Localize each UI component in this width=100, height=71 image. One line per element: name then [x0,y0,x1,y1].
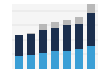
Bar [75,24,83,49]
Bar [87,3,95,13]
Bar [27,33,35,34]
Bar [15,36,23,56]
Bar [51,27,59,51]
Bar [63,51,71,69]
Bar [63,25,71,51]
Bar [87,46,95,69]
Bar [75,17,83,24]
Bar [75,49,83,69]
Bar [87,13,95,46]
Bar [39,30,47,53]
Bar [63,20,71,25]
Bar [27,34,35,55]
Bar [15,56,23,69]
Bar [51,51,59,69]
Bar [39,53,47,69]
Bar [51,22,59,27]
Bar [27,55,35,69]
Bar [39,24,47,30]
